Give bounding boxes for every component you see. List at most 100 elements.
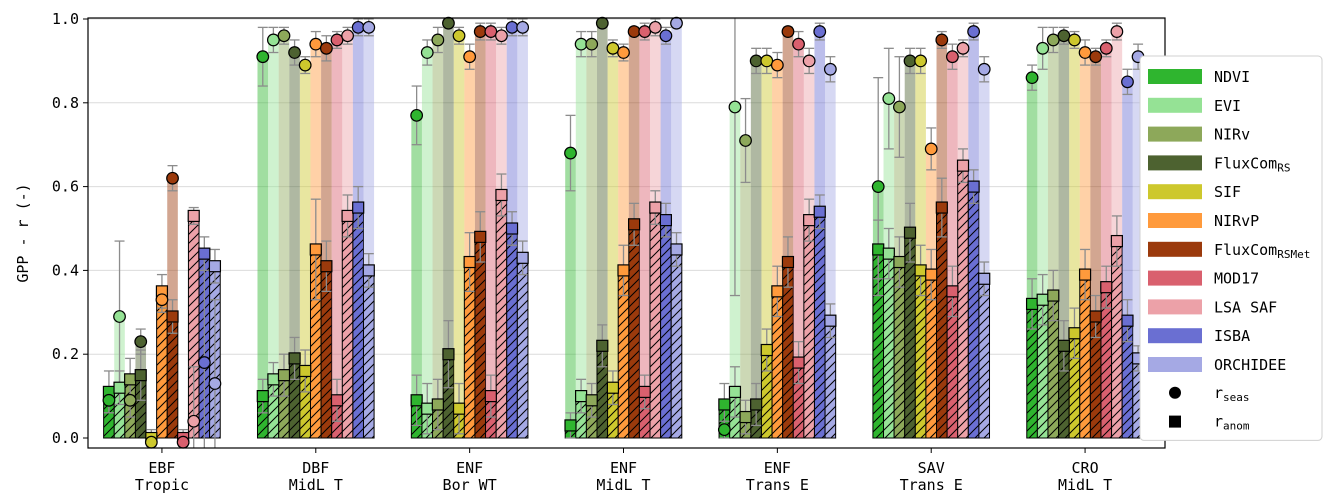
anomaly-bar-hatch <box>670 248 683 439</box>
seasonal-circle-marker <box>1089 50 1103 64</box>
seasonal-circle-marker <box>659 29 673 43</box>
anomaly-square-marker <box>124 373 137 386</box>
x-tick-label: Trans E <box>746 476 809 494</box>
anomaly-bar-hatch <box>936 207 948 439</box>
seasonal-circle-marker <box>770 58 784 72</box>
seasonal-circle-marker <box>1057 29 1071 43</box>
legend-swatch <box>1148 213 1202 228</box>
anomaly-square-marker <box>564 419 577 432</box>
seasonal-bar <box>257 56 269 439</box>
anomaly-square-marker <box>1121 314 1134 327</box>
legend-frame <box>1139 55 1323 441</box>
anomaly-square-marker <box>638 385 651 399</box>
seasonal-bar <box>597 23 608 438</box>
anomaly-square-marker <box>1110 234 1123 248</box>
seasonal-bar <box>740 140 751 438</box>
seasonal-bar <box>1100 48 1112 439</box>
seasonal-circle-marker <box>431 33 445 47</box>
anomaly-square-marker <box>1047 289 1060 302</box>
anomaly-bar-hatch <box>506 228 518 439</box>
legend-label: LSA SAF <box>1214 298 1277 316</box>
legend-swatch <box>1148 97 1202 113</box>
seasonal-bar <box>639 31 650 438</box>
seasonal-circle-marker <box>648 20 662 34</box>
seasonal-bar <box>607 48 619 439</box>
seasonal-circle-marker <box>781 25 795 38</box>
seasonal-circle-marker <box>266 33 280 47</box>
legend-square-marker <box>1169 415 1181 428</box>
anomaly-square-marker <box>1100 281 1113 294</box>
anomaly-square-marker <box>978 272 991 285</box>
anomaly-square-marker <box>574 390 588 403</box>
x-tick-label: Bor WT <box>443 476 497 494</box>
anomaly-bar-hatch <box>516 257 529 439</box>
anomaly-bar-hatch <box>803 219 815 439</box>
seasonal-circle-marker <box>1121 75 1134 89</box>
legend-label: ISBA <box>1214 327 1250 345</box>
seasonal-circle-marker <box>351 20 365 34</box>
seasonal-circle-marker <box>298 58 312 72</box>
x-tick-label: EBF <box>148 459 175 477</box>
seasonal-bar <box>331 39 343 438</box>
seasonal-bar <box>432 39 444 438</box>
seasonal-circle-marker <box>564 146 577 160</box>
x-tick-label: Trans E <box>900 476 963 494</box>
anomaly-bar-hatch <box>166 315 179 439</box>
legend-swatch <box>1148 270 1202 286</box>
seasonal-circle-marker <box>914 54 928 68</box>
anomaly-square-marker <box>760 343 773 357</box>
anomaly-square-marker <box>606 381 620 394</box>
anomaly-bar-hatch <box>824 320 837 439</box>
anomaly-bar-hatch <box>978 278 991 439</box>
x-tick-label: MidL T <box>289 476 343 494</box>
legend-label: SIF <box>1214 183 1241 201</box>
seasonal-circle-marker <box>882 92 896 106</box>
seasonal-circle-marker <box>1078 46 1092 59</box>
seasonal-circle-marker <box>155 293 169 307</box>
y-tick-label: 0.4 <box>52 261 79 279</box>
anomaly-square-marker <box>320 260 333 273</box>
legend-swatch <box>1148 184 1202 200</box>
seasonal-bar <box>363 27 375 438</box>
seasonal-circle-marker <box>585 37 599 51</box>
seasonal-circle-marker <box>1068 33 1081 47</box>
legend-label: FluxComRSMet <box>1214 241 1310 261</box>
legend-label: ORCHIDEE <box>1214 356 1286 374</box>
x-tick-label: MidL T <box>596 476 650 494</box>
seasonal-circle-marker <box>893 100 906 114</box>
anomaly-square-marker <box>299 364 312 378</box>
seasonal-circle-marker <box>967 25 981 38</box>
anomaly-bar-hatch <box>1111 240 1123 439</box>
anomaly-square-marker <box>341 209 354 223</box>
anomaly-square-marker <box>585 394 598 407</box>
seasonal-circle-marker <box>102 393 116 407</box>
anomaly-bar-hatch <box>649 207 662 439</box>
anomaly-square-marker <box>474 230 487 243</box>
legend-swatch <box>1148 69 1202 84</box>
seasonal-circle-marker <box>717 423 731 437</box>
seasonal-circle-marker <box>903 54 917 68</box>
legend: NDVI EVI NIRv FluxComRS SIF NIRvP FluxComRSMet… <box>1139 55 1323 441</box>
anomaly-square-marker <box>739 410 752 424</box>
anomaly-square-marker <box>771 285 784 298</box>
anomaly-bar-hatch <box>341 215 354 439</box>
anomaly-square-marker <box>1025 297 1039 311</box>
anomaly-square-marker <box>484 390 497 403</box>
anomaly-square-marker <box>495 188 508 202</box>
anomaly-square-marker <box>935 201 948 214</box>
seasonal-bar <box>1069 39 1080 438</box>
legend-swatch <box>1148 126 1202 142</box>
seasonal-circle-marker <box>924 142 938 156</box>
seasonal-circle-marker <box>176 435 190 449</box>
anomaly-square-marker <box>288 352 301 365</box>
anomaly-square-marker <box>872 243 885 256</box>
seasonal-bar <box>421 52 433 439</box>
seasonal-bar <box>750 60 762 439</box>
seasonal-bar <box>772 65 783 438</box>
x-tick-label: SAV <box>918 459 945 477</box>
legend-swatch <box>1148 328 1202 344</box>
anomaly-square-marker <box>277 369 291 382</box>
anomaly-bar-hatch <box>893 261 906 439</box>
seasonal-bar <box>453 35 465 438</box>
y-tick-label: 0.2 <box>52 345 79 363</box>
